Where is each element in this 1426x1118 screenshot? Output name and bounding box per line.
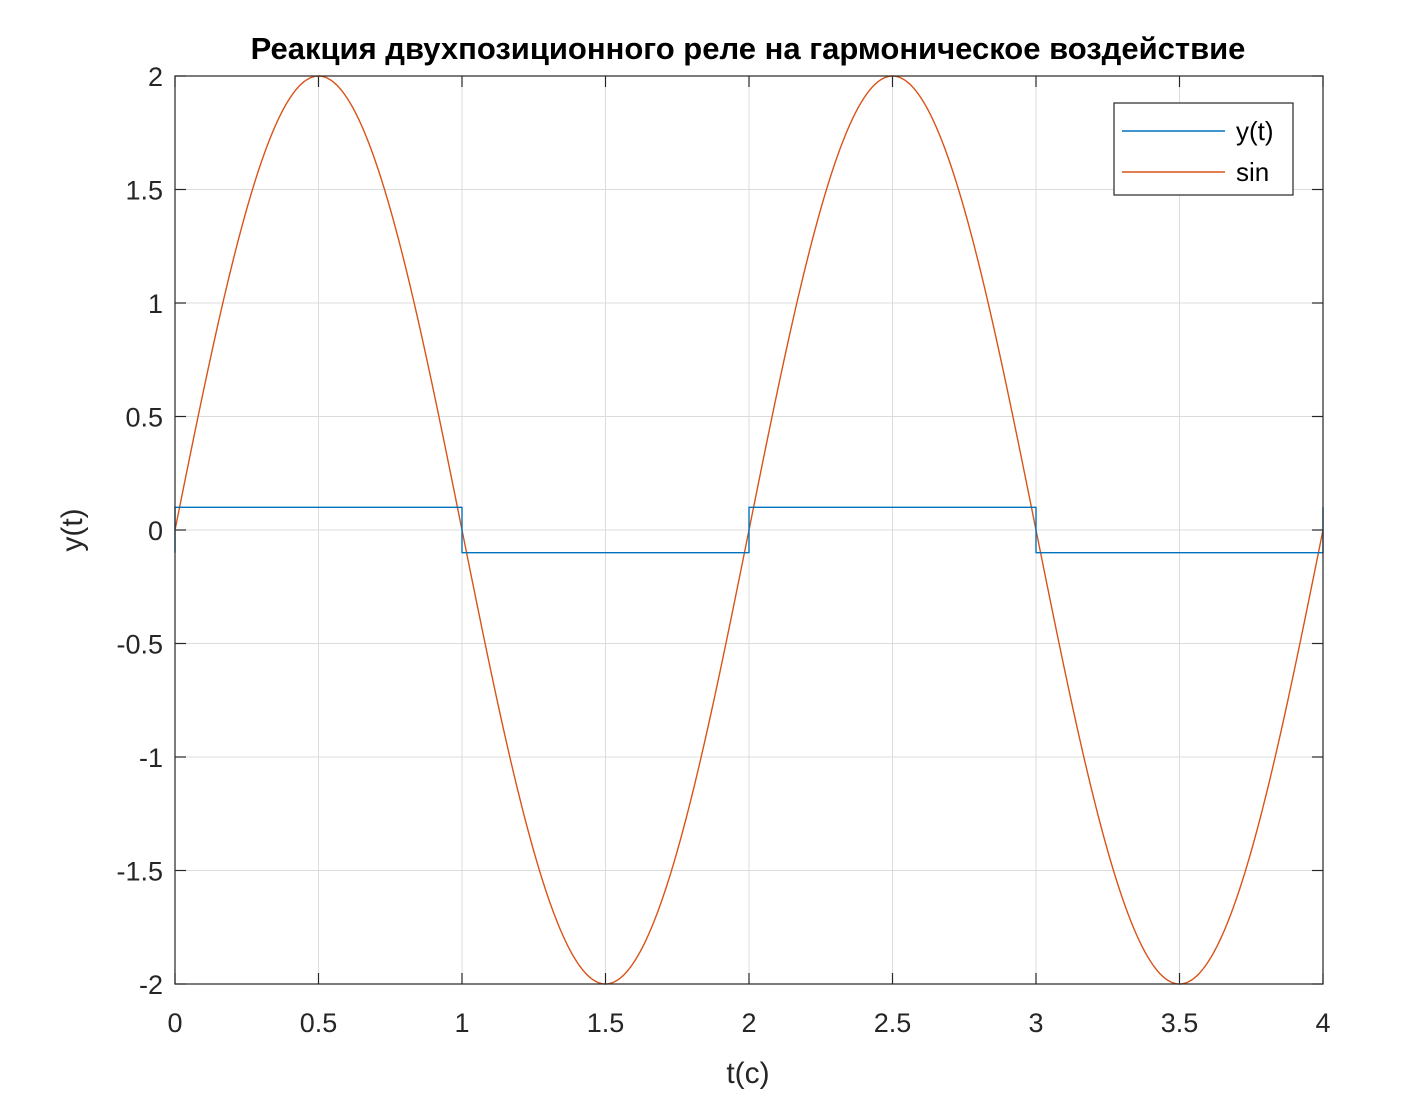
y-axis-label: y(t): [56, 508, 89, 551]
x-tick-label: 4: [1315, 1008, 1330, 1038]
plot-frame: [174, 75, 1324, 985]
x-tick-label: 2.5: [874, 1008, 912, 1038]
legend-box: [1113, 102, 1294, 196]
legend-label-sin: sin: [1236, 157, 1269, 187]
x-tick-labels: 0 0.5 1 1.5 2 2.5 3 3.5 4: [167, 1008, 1330, 1038]
y-tick-label: 1: [148, 289, 163, 319]
x-axis-label: t(c): [726, 1057, 769, 1090]
x-tick-label: 1: [454, 1008, 469, 1038]
x-tick-label: 3: [1028, 1008, 1043, 1038]
y-tick-labels: -2 -1.5 -1 -0.5 0 0.5 1 1.5 2: [116, 62, 163, 1000]
y-tick-label: -2: [139, 970, 163, 1000]
x-tick-label: 0.5: [300, 1008, 338, 1038]
chart-title: Реакция двухпозиционного реле на гармони…: [251, 31, 1246, 66]
y-tick-label: 1.5: [125, 176, 163, 206]
y-tick-label: 2: [148, 62, 163, 92]
y-tick-label: -1: [139, 743, 163, 773]
legend: y(t) sin: [1113, 102, 1294, 196]
y-tick-label: 0: [148, 516, 163, 546]
x-tick-label: 1.5: [587, 1008, 625, 1038]
y-tick-label: -0.5: [116, 630, 163, 660]
x-tick-label: 3.5: [1161, 1008, 1199, 1038]
y-tick-label: 0.5: [125, 403, 163, 433]
x-tick-label: 2: [741, 1008, 756, 1038]
x-tick-label: 0: [167, 1008, 182, 1038]
series-layer: [174, 75, 1324, 985]
series-line-yt: [174, 506, 1324, 554]
y-tick-label: -1.5: [116, 857, 163, 887]
legend-label-yt: y(t): [1236, 116, 1274, 146]
